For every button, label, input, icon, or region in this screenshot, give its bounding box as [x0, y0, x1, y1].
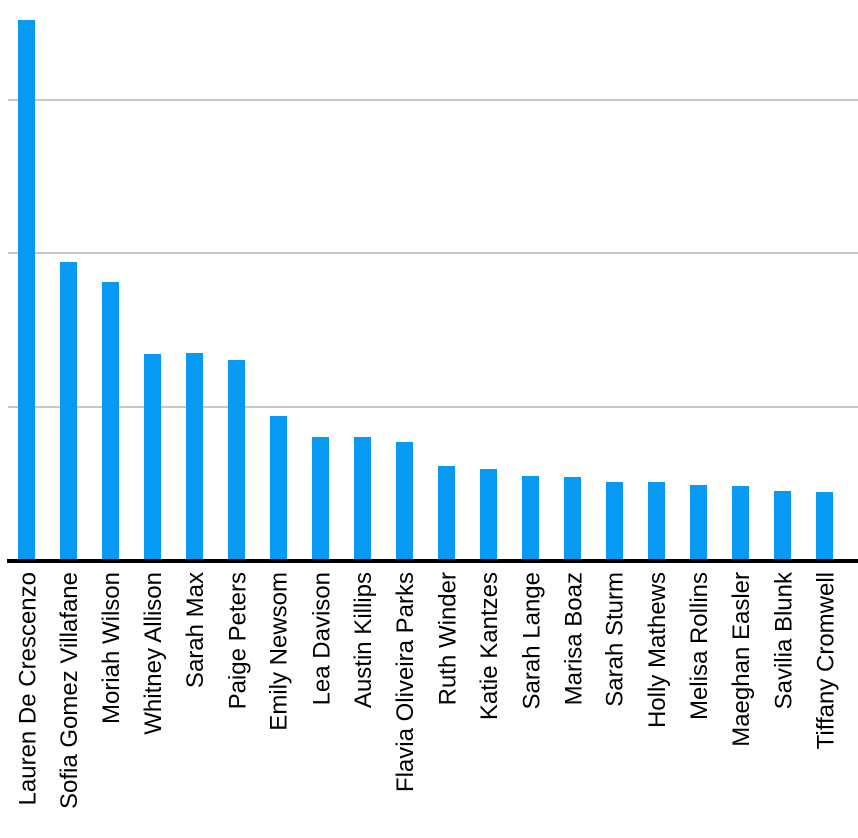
x-tick-label: Sarah Sturm: [602, 572, 629, 707]
bar: [185, 352, 203, 563]
bar: [353, 437, 371, 563]
bar: [563, 477, 581, 563]
x-tick-label: Marisa Boaz: [560, 572, 587, 706]
y-gridline: [8, 405, 858, 408]
y-gridline: [8, 252, 858, 254]
bar: [521, 475, 539, 563]
bar: [59, 262, 77, 563]
bar: [311, 437, 329, 563]
x-tick-label: Tiffany Cromwell: [812, 572, 839, 750]
x-tick-label: Lea Davison: [308, 572, 335, 706]
bar: [269, 415, 287, 563]
x-tick-label: Holly Mathews: [644, 572, 671, 729]
x-tick-label: Sofia Gomez Villafane: [56, 572, 83, 810]
bar: [647, 481, 665, 563]
bar: [227, 360, 245, 563]
y-gridline: [8, 98, 858, 101]
bar: [395, 441, 413, 563]
x-tick-label: Savilia Blunk: [770, 572, 797, 710]
x-tick-label: Katie Kantzes: [476, 572, 503, 721]
x-tick-label: Flavia Oliveira Parks: [392, 572, 419, 793]
x-tick-label: Sarah Max: [182, 572, 209, 689]
x-tick-label: Whitney Allison: [140, 572, 167, 735]
bar: [689, 484, 707, 563]
bar: [773, 490, 791, 563]
x-tick-label: Lauren De Crescenzo: [14, 572, 41, 806]
x-tick-label: Melisa Rollins: [686, 572, 713, 721]
x-tick-label: Maeghan Easler: [728, 572, 755, 747]
bar: [815, 492, 833, 563]
x-tick-label: Paige Peters: [224, 572, 251, 710]
bar: [479, 469, 497, 563]
bar: [143, 354, 161, 563]
x-axis-line: [7, 559, 858, 563]
x-tick-label: Moriah Wilson: [98, 572, 125, 725]
bar: [17, 19, 35, 563]
bar: [437, 466, 455, 563]
x-tick-label: Ruth Winder: [434, 572, 461, 706]
bar: [101, 282, 119, 563]
x-tick-label: Emily Newsom: [266, 572, 293, 731]
bar: [605, 481, 623, 563]
x-tick-label: Sarah Lange: [518, 572, 545, 710]
x-tick-label: Austin Killips: [350, 572, 377, 709]
bar: [731, 486, 749, 563]
